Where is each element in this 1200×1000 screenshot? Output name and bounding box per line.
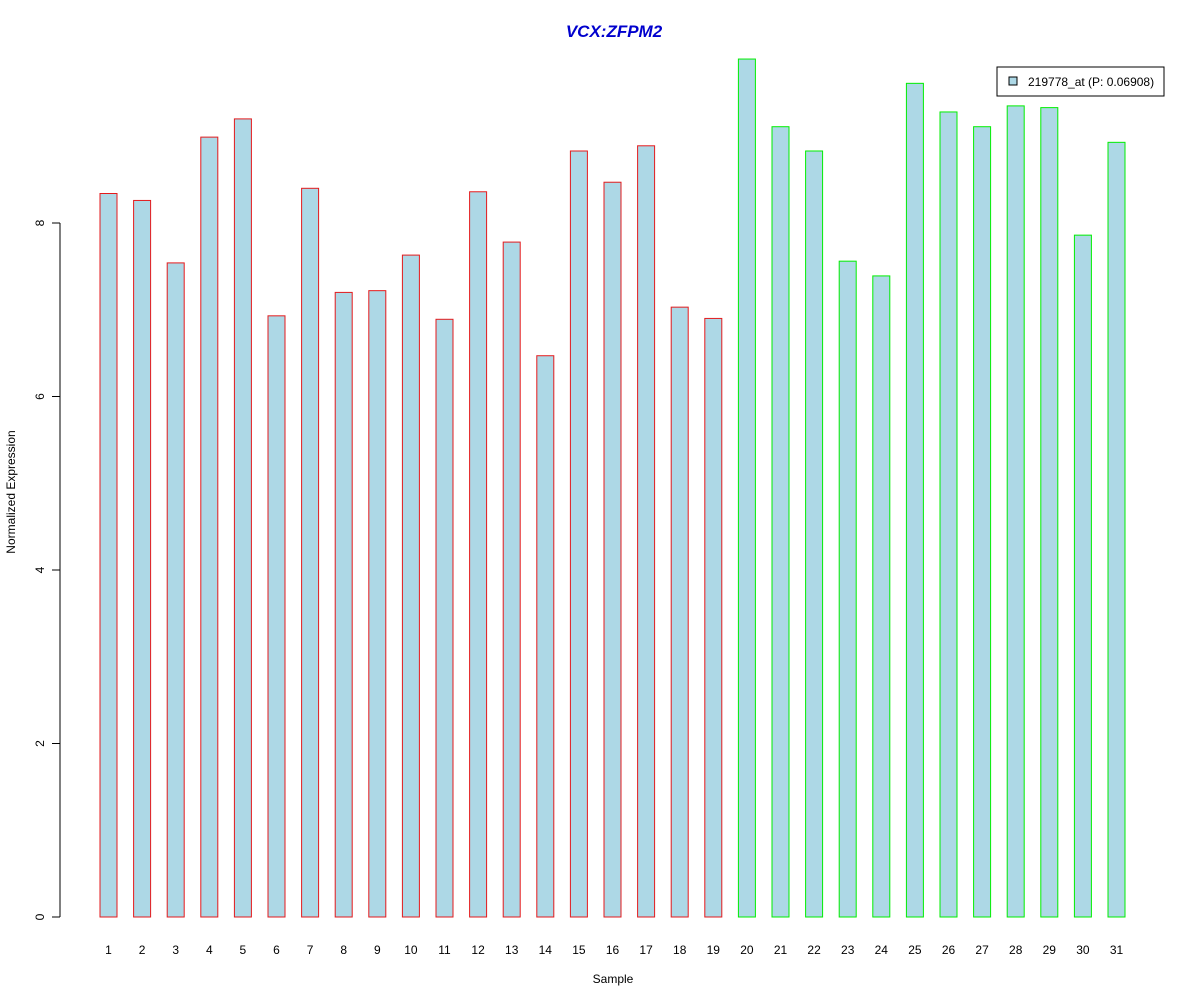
bar-sample-28	[1006, 105, 1025, 918]
x-tick-label: 22	[807, 943, 821, 957]
y-tick-label: 2	[33, 740, 47, 747]
bar-sample-31	[1107, 141, 1126, 918]
bar-sample-26	[939, 111, 958, 918]
x-tick-label: 26	[942, 943, 956, 957]
bar-sample-25	[905, 82, 924, 918]
x-tick-label: 4	[206, 943, 213, 957]
bar-sample-20	[737, 58, 756, 918]
y-axis-title: Normalized Expression	[4, 430, 18, 553]
x-tick-label: 31	[1110, 943, 1124, 957]
y-tick-label: 8	[33, 219, 47, 226]
x-tick-label: 7	[307, 943, 314, 957]
x-tick-label: 2	[139, 943, 146, 957]
y-tick-label: 6	[33, 393, 47, 400]
x-tick-label: 29	[1043, 943, 1057, 957]
legend-swatch	[1008, 76, 1018, 86]
legend-box	[996, 66, 1165, 97]
x-tick-label: 15	[572, 943, 586, 957]
bar-sample-2	[133, 199, 152, 918]
bar-sample-30	[1073, 234, 1092, 918]
x-tick-labels: 1 2 3 4 5 6 7 8 9 10 11 12 13 14 15 16 17 18 19 20 21 22 23 24 2…	[105, 943, 1123, 957]
bar-sample-27	[973, 126, 992, 918]
x-tick-label: 21	[774, 943, 788, 957]
x-tick-label: 19	[707, 943, 721, 957]
x-tick-label: 16	[606, 943, 620, 957]
x-tick-label: 5	[240, 943, 247, 957]
x-tick-label: 8	[340, 943, 347, 957]
legend: 219778_at (P: 0.06908)	[996, 66, 1165, 97]
x-tick-label: 13	[505, 943, 519, 957]
bar-sample-21	[771, 126, 790, 918]
bar-sample-18	[670, 306, 689, 918]
bar-sample-19	[704, 317, 723, 918]
bar-sample-22	[805, 150, 824, 918]
x-tick-label: 23	[841, 943, 855, 957]
chart-title: VCX:ZFPM2	[566, 22, 663, 41]
x-tick-label: 30	[1076, 943, 1090, 957]
bar-sample-9	[368, 290, 387, 918]
x-tick-label: 9	[374, 943, 381, 957]
x-tick-label: 20	[740, 943, 754, 957]
bars	[99, 58, 1126, 918]
x-tick-label: 14	[539, 943, 553, 957]
x-axis-title: Sample	[593, 972, 634, 986]
x-tick-label: 11	[438, 943, 451, 957]
bar-sample-3	[166, 262, 185, 918]
bar-sample-11	[435, 318, 454, 918]
x-tick-label: 3	[172, 943, 179, 957]
x-tick-label: 24	[875, 943, 889, 957]
bar-sample-1	[99, 193, 118, 918]
x-tick-label: 10	[404, 943, 418, 957]
x-tick-label: 6	[273, 943, 280, 957]
x-tick-label: 17	[639, 943, 653, 957]
legend-label: 219778_at (P: 0.06908)	[1028, 75, 1154, 89]
y-tick-label: 0	[33, 913, 47, 920]
x-tick-label: 27	[975, 943, 989, 957]
y-axis: 0 2 4 6 8	[33, 219, 61, 920]
x-tick-label: 28	[1009, 943, 1023, 957]
x-tick-label: 1	[105, 943, 112, 957]
x-tick-label: 12	[471, 943, 485, 957]
bar-sample-8	[334, 291, 353, 918]
bar-sample-5	[233, 118, 252, 918]
bar-sample-15	[569, 150, 588, 918]
bar-sample-4	[200, 136, 219, 918]
x-tick-label: 18	[673, 943, 687, 957]
bar-sample-12	[469, 191, 488, 918]
bar-sample-17	[637, 145, 656, 918]
bar-sample-6	[267, 315, 286, 918]
bar-sample-7	[301, 187, 320, 918]
bar-sample-14	[536, 355, 555, 918]
x-tick-label: 25	[908, 943, 922, 957]
bar-sample-23	[838, 260, 857, 918]
bar-sample-29	[1040, 107, 1059, 918]
bar-sample-10	[401, 254, 420, 918]
bar-sample-24	[872, 275, 891, 918]
y-tick-label: 4	[33, 566, 47, 573]
bar-sample-16	[603, 181, 622, 918]
bar-sample-13	[502, 241, 521, 918]
